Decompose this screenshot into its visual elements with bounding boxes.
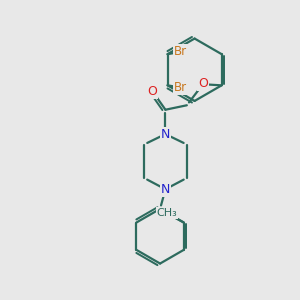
Text: N: N xyxy=(161,183,170,196)
Text: CH₃: CH₃ xyxy=(156,208,177,218)
Text: O: O xyxy=(147,85,157,98)
Text: Br: Br xyxy=(174,45,188,58)
Text: N: N xyxy=(161,128,170,141)
Text: Br: Br xyxy=(174,81,188,94)
Text: O: O xyxy=(198,77,208,90)
